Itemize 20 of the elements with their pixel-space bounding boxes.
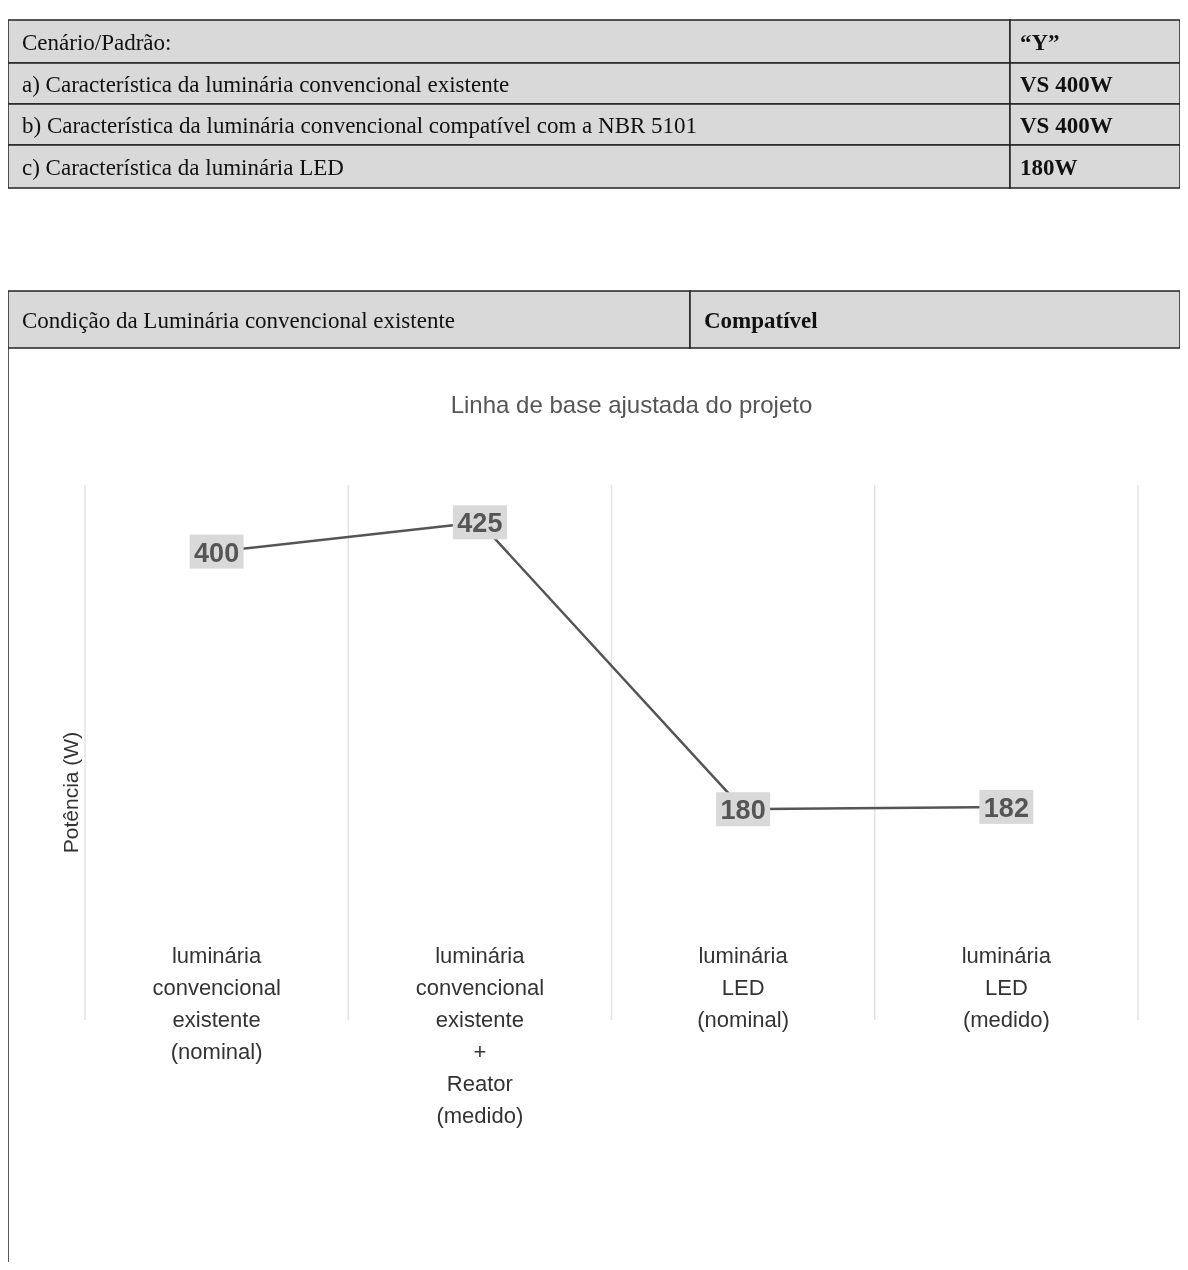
text: b) Característica da luminária convencional compatível com a NBR 5101 <box>22 112 698 138</box>
x-tick-label: luminária LED (nominal) <box>697 943 789 1032</box>
x-tick-label: luminária convencional existente (nominal) <box>152 943 281 1064</box>
text: VS 400W <box>1020 112 1113 138</box>
data-label: 400 <box>194 537 240 568</box>
text: a) Característica da luminária convencional existente <box>22 71 510 97</box>
data-label: 425 <box>457 508 503 539</box>
x-tick-label: luminária LED (medido) <box>961 943 1052 1032</box>
data-label: 182 <box>983 792 1029 823</box>
text: c) Característica da luminária LED <box>22 154 344 180</box>
text: Compatível <box>704 308 818 333</box>
text: VS 400W <box>1020 71 1113 97</box>
y-axis-title: Potência (W) <box>59 731 82 854</box>
data-label: 180 <box>720 795 766 826</box>
x-tick-label: luminária convencional existente + Reator (medido) <box>415 943 545 1128</box>
text: Cenário/Padrão: <box>22 29 172 55</box>
text: Condição da Luminária convencional existente <box>22 308 456 333</box>
text: 180W <box>1020 154 1078 180</box>
text: “Y” <box>1020 29 1060 55</box>
chart-title: Linha de base ajustada do projeto <box>450 391 813 418</box>
